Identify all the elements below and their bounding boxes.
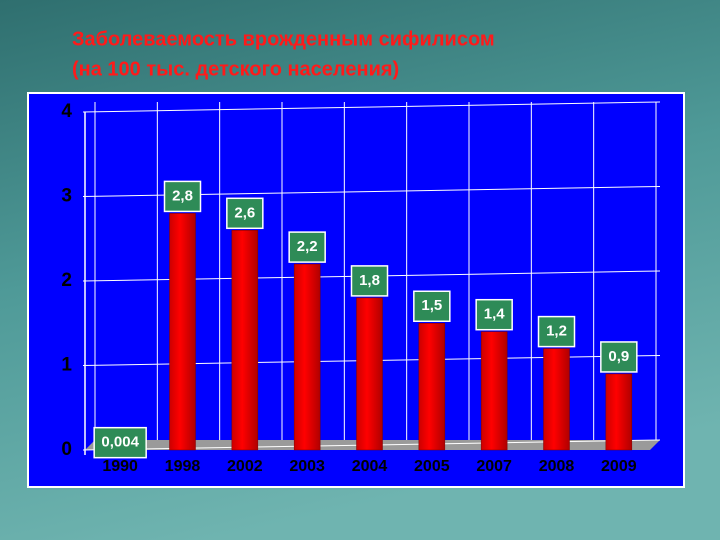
- chart-title: Заболеваемость врожденным сифилисом: [72, 28, 495, 50]
- value-label: 1,4: [484, 306, 506, 323]
- x-tick-label: 1998: [165, 458, 201, 475]
- bar: [170, 213, 196, 450]
- bar: [606, 374, 632, 450]
- bar: [481, 332, 507, 450]
- x-tick-label: 2004: [352, 458, 388, 475]
- value-label: 1,8: [359, 272, 380, 289]
- value-label: 1,5: [421, 297, 442, 314]
- x-tick-label: 1990: [102, 458, 138, 475]
- value-label: 2,6: [234, 204, 255, 221]
- value-label: 0,004: [101, 434, 139, 451]
- x-tick-label: 2003: [289, 458, 325, 475]
- value-label: 2,8: [172, 187, 193, 204]
- chart-subtitle: (на 100 тыс. детского населения): [72, 58, 399, 80]
- y-tick-label: 0: [61, 439, 72, 460]
- x-tick-label: 2002: [227, 458, 263, 475]
- x-tick-label: 2007: [476, 458, 512, 475]
- bar: [419, 323, 445, 450]
- value-label: 1,2: [546, 323, 567, 340]
- bar: [544, 349, 570, 450]
- value-label: 2,2: [297, 238, 318, 255]
- y-tick-label: 3: [61, 186, 72, 207]
- bar: [294, 264, 320, 450]
- y-tick-label: 4: [61, 101, 72, 122]
- x-tick-label: 2009: [601, 458, 637, 475]
- bar: [357, 298, 383, 450]
- x-tick-label: 2005: [414, 458, 450, 475]
- y-tick-label: 1: [61, 355, 72, 376]
- x-tick-label: 2008: [539, 458, 575, 475]
- bar: [232, 230, 258, 450]
- y-tick-label: 2: [61, 270, 72, 291]
- value-label: 0,9: [608, 348, 629, 365]
